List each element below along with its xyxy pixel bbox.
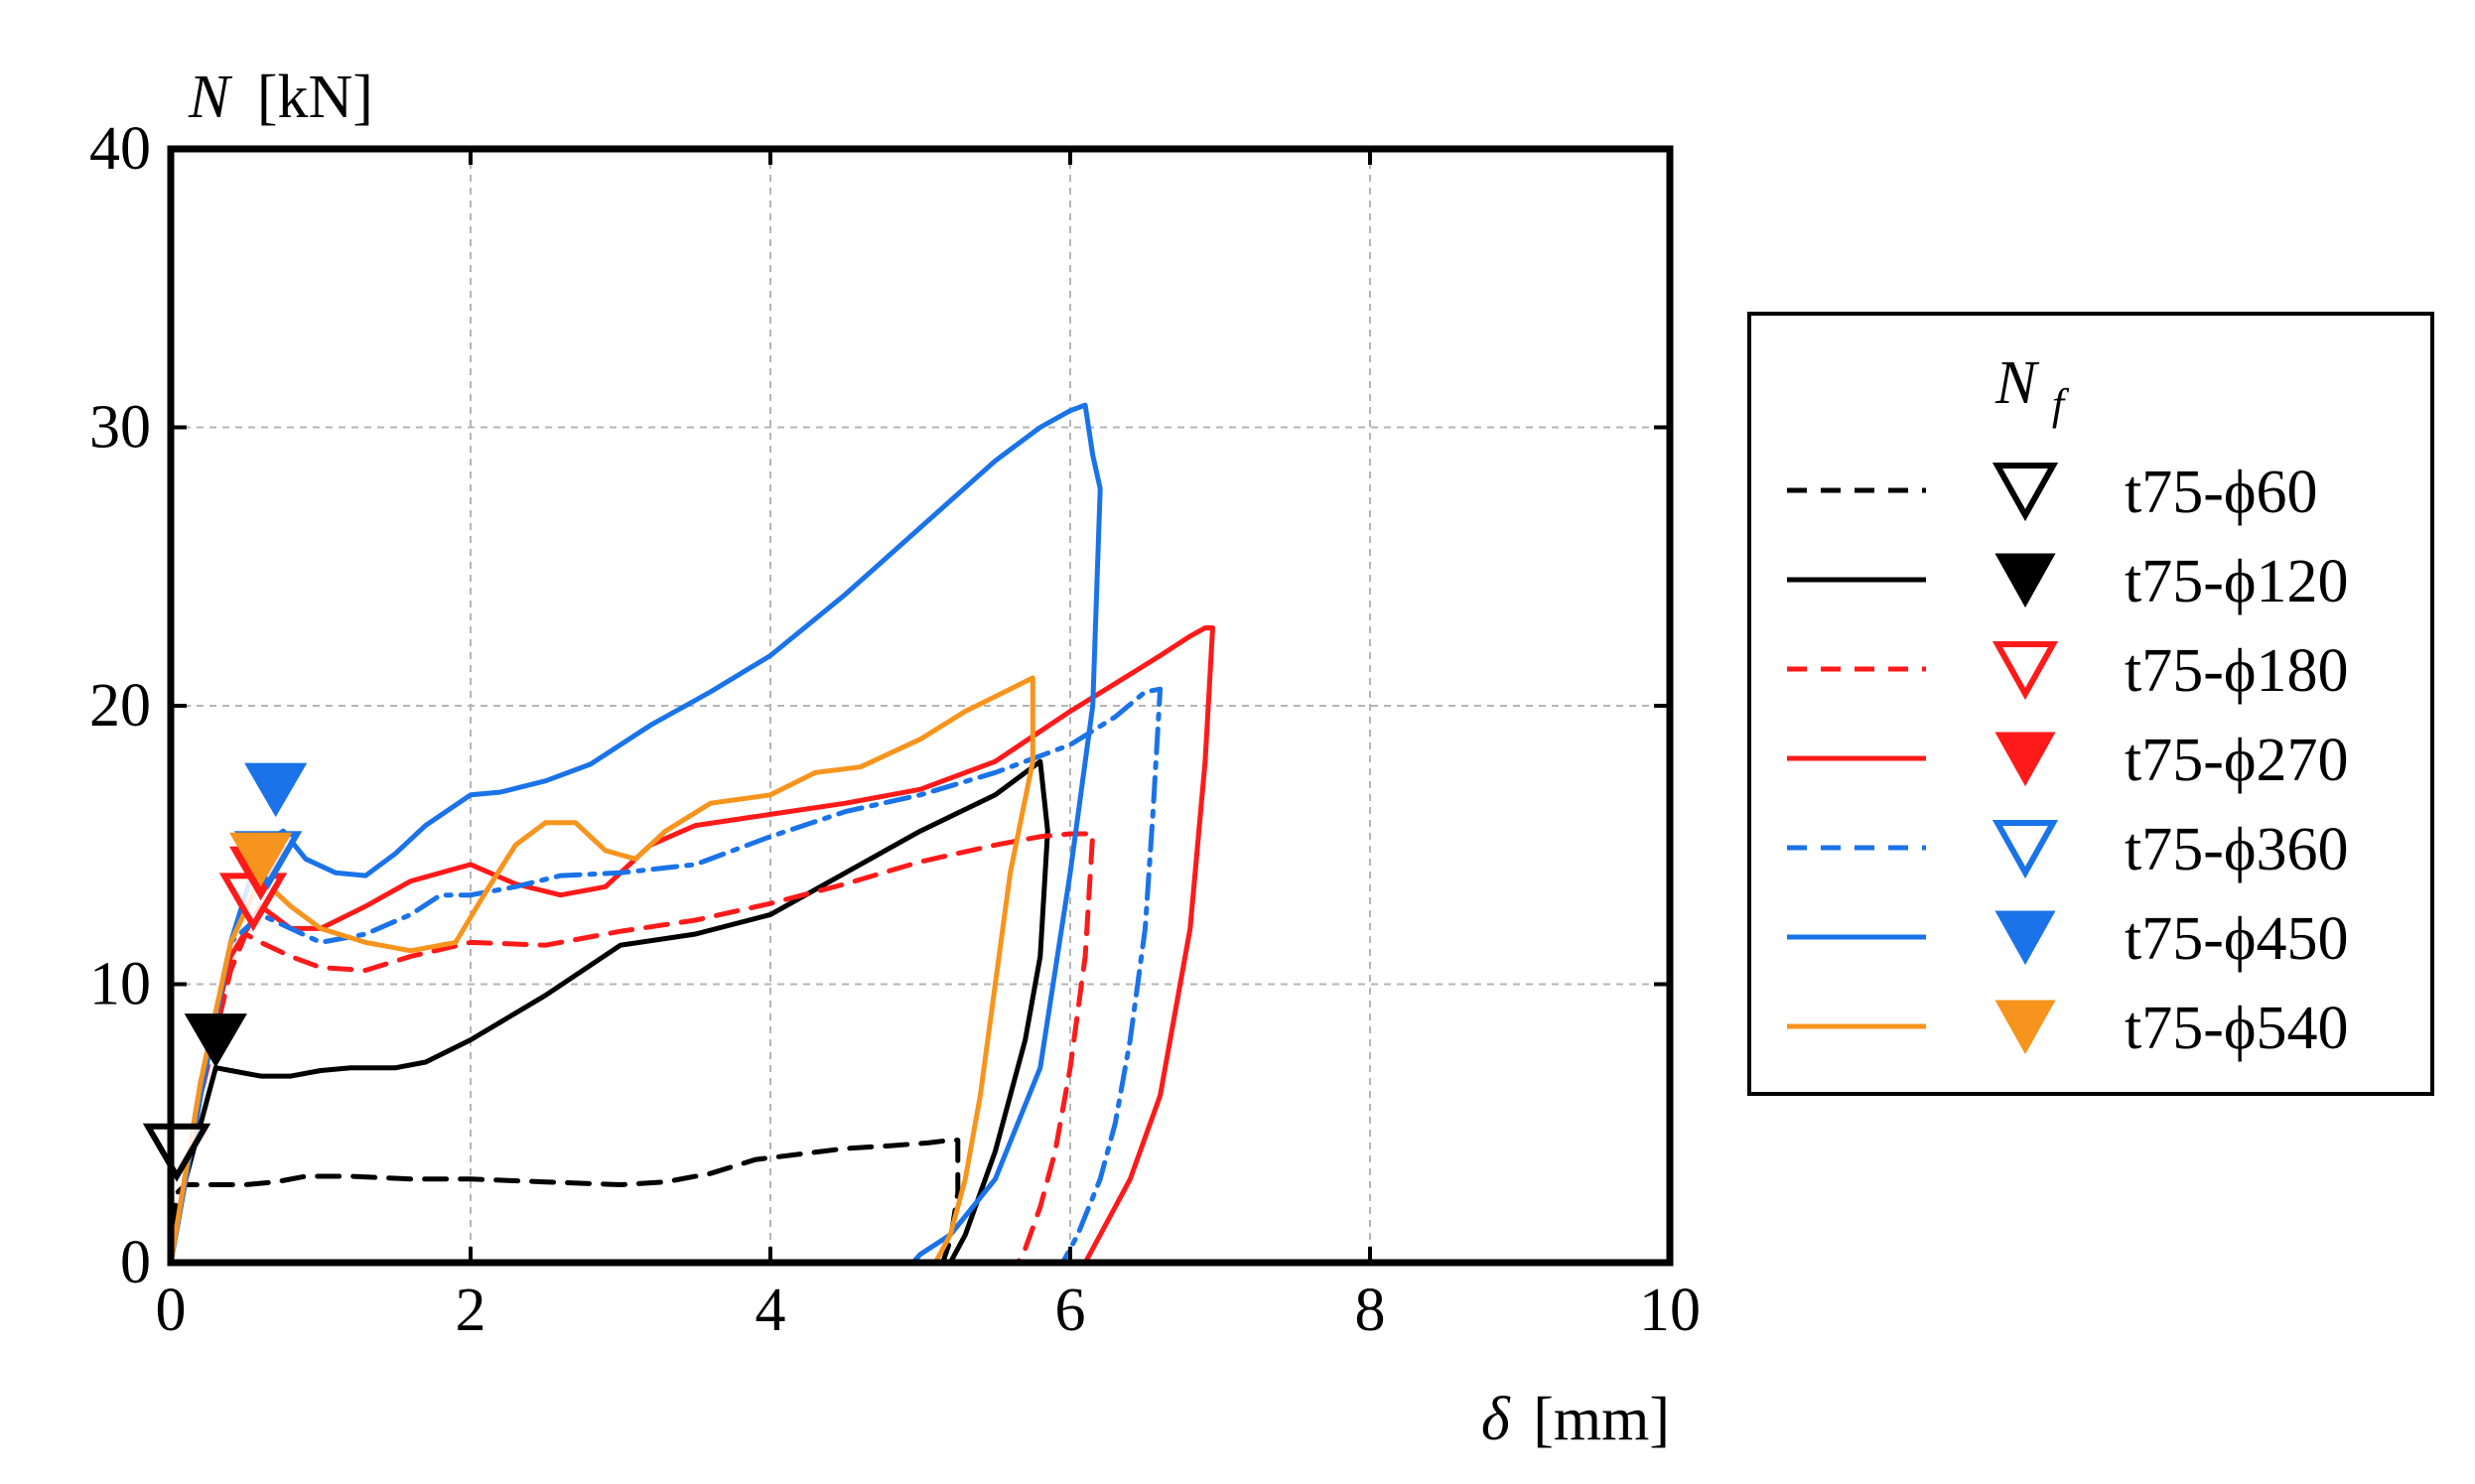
legend-box (1747, 312, 2434, 1096)
legend-marker-1 (1992, 463, 2059, 522)
legend-marker-5 (1992, 820, 2059, 879)
legend-label-3: t75-ϕ180 (2125, 637, 2349, 705)
series-line-5 (168, 686, 1164, 1266)
x-axis-symbol: δ (1481, 1386, 1511, 1453)
y-tick-label: 40 (89, 115, 151, 183)
x-tick-label: 0 (156, 1277, 187, 1344)
legend-marker-6 (1994, 910, 2056, 966)
y-tick-label: 0 (120, 1229, 151, 1296)
x-tick-label: 10 (1639, 1277, 1701, 1344)
nf-marker-2 (184, 1013, 247, 1068)
legend: N f t75-ϕ60t75-ϕ120t75-ϕ180t75-ϕ270t75-ϕ… (1747, 312, 2434, 1096)
legend-label-2: t75-ϕ120 (2125, 548, 2349, 615)
y-axis-label: N [kN] (188, 64, 373, 131)
legend-marker-3 (1992, 641, 2059, 701)
grid-lines (171, 149, 1670, 1263)
legend-entries: t75-ϕ60 t75-ϕ120 t75-ϕ180 t75-ϕ270 t75-ϕ360 t… (1787, 459, 2349, 1062)
legend-title-base: N (1994, 349, 2040, 417)
legend-label-5: t75-ϕ360 (2125, 816, 2349, 883)
y-axis-symbol: N (188, 64, 233, 131)
series-line-6 (168, 402, 1103, 1266)
legend-label-6: t75-ϕ450 (2125, 905, 2349, 973)
x-axis-unit: [mm] (1533, 1386, 1670, 1453)
nf-marker-6 (244, 762, 308, 818)
x-tick-label: 2 (456, 1277, 486, 1344)
series-line-7 (168, 675, 1035, 1266)
legend-label-7: t75-ϕ540 (2125, 995, 2349, 1062)
series-line-1 (168, 1138, 961, 1266)
y-tick-label: 10 (89, 951, 151, 1018)
x-tick-label: 8 (1355, 1277, 1386, 1344)
marker-layer (142, 762, 308, 1182)
legend-marker-4 (1994, 732, 2056, 787)
legend-marker-7 (1994, 1000, 2056, 1055)
legend-label-4: t75-ϕ270 (2125, 727, 2349, 794)
series-line-4 (168, 625, 1215, 1266)
x-tick-label: 4 (756, 1277, 786, 1344)
legend-label-1: t75-ϕ60 (2125, 459, 2318, 526)
legend-marker-2 (1994, 553, 2056, 608)
y-axis-unit: [kN] (257, 64, 373, 131)
nf-marker-7 (228, 832, 293, 887)
y-tick-label: 20 (89, 672, 151, 740)
tick-layer: 0 2 4 6 8 10 0 10 20 30 40 (89, 115, 1701, 1344)
y-tick-label: 30 (89, 394, 151, 462)
series-line-2 (168, 758, 1050, 1266)
nf-marker-1 (142, 1123, 211, 1182)
series-layer (168, 402, 1215, 1266)
x-axis-label: δ [mm] (1481, 1386, 1670, 1453)
x-tick-label: 6 (1055, 1277, 1086, 1344)
series-line-3 (168, 831, 1096, 1266)
